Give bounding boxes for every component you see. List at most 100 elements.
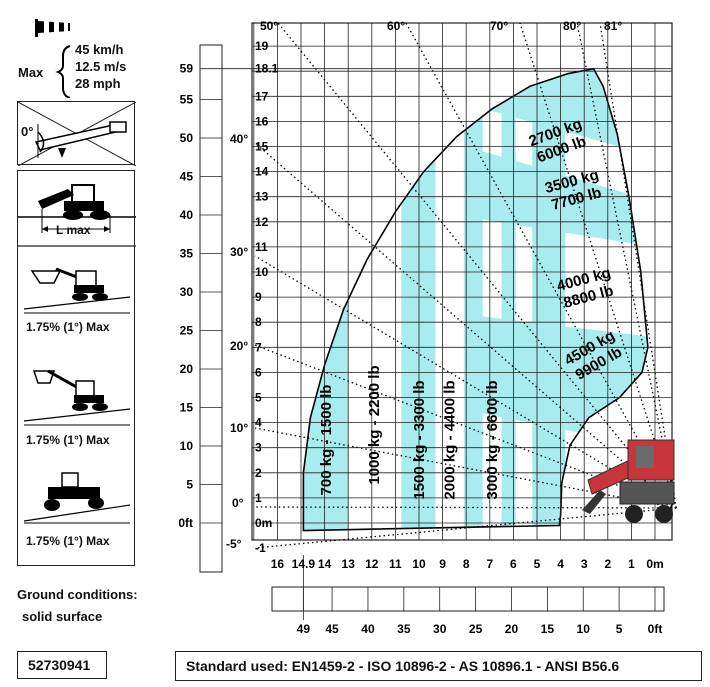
- load-zone-label: 1000 kg - 2200 lb: [366, 365, 383, 484]
- m-reach-label: 7: [486, 557, 493, 571]
- standard-box: Standard used: EN1459-2 - ISO 10896-2 - …: [175, 651, 702, 681]
- m-reach-label: 1: [628, 557, 635, 571]
- upper-zone-band-1: [466, 68, 648, 157]
- angle-label: 20°: [230, 339, 248, 353]
- m-height-label: 4: [255, 416, 262, 430]
- upper-zone-kg: 4500 kg: [562, 327, 618, 369]
- chart-envelope-outline: [302, 67, 649, 532]
- ft-height-label: 20: [180, 362, 194, 376]
- slope-machine-icon-2: [23, 369, 131, 426]
- wind-max-label: Max: [18, 65, 44, 80]
- m-reach-label: 11: [389, 557, 402, 571]
- upper-zone-band-2: [466, 146, 648, 247]
- standard-text: Standard used: EN1459-2 - ISO 10896-2 - …: [186, 658, 620, 674]
- upper-zone-label: 4000 kg8800 lb: [555, 264, 617, 312]
- m-height-label-neg: -1: [255, 541, 266, 555]
- angle-line--5deg: [254, 507, 677, 549]
- load-zone-band-5: [532, 68, 566, 531]
- ft-height-label: 15: [180, 400, 194, 414]
- m-reach-label: 5: [534, 557, 541, 571]
- upper-zone-label: 2700 kg6000 lb: [527, 115, 591, 167]
- machine-diagrams: [18, 184, 136, 524]
- ft-reach-label: 30: [433, 622, 447, 636]
- m-height-label: 9: [255, 290, 262, 304]
- angle-label: -5°: [226, 537, 242, 551]
- zone-bands: [303, 68, 648, 531]
- attachment: [582, 490, 606, 514]
- slope-label-2: 1.75% (1°) Max: [26, 433, 110, 447]
- ft-reach-label: 15: [541, 622, 555, 636]
- slope-machine-icon-3: [23, 472, 131, 524]
- ft-height-label: 45: [180, 169, 194, 183]
- load-zone-band-4: [501, 68, 516, 531]
- angle-line-0deg: [254, 506, 677, 509]
- upper-zone-label: 4500 kg9900 lb: [562, 327, 627, 385]
- document-code-box: 52730941: [17, 651, 107, 679]
- m-height-label: 6: [255, 365, 262, 379]
- load-zone-band-2: [401, 68, 436, 531]
- ft-reach-label: 40: [361, 622, 375, 636]
- angle-line-10deg: [254, 427, 677, 509]
- load-zones: [302, 67, 649, 532]
- m-height-label: 1: [255, 491, 262, 505]
- slope-machine-icon-1: [23, 267, 131, 314]
- wheel-1: [625, 505, 643, 523]
- telehandler-icon: [582, 439, 675, 523]
- load-zone-label: 1500 kg - 3300 lb: [411, 380, 428, 499]
- ft-height-label: 25: [180, 323, 194, 337]
- m-reach-label: 8: [463, 557, 470, 571]
- angle-line-20deg: [254, 344, 677, 509]
- ft-height-label: 10: [180, 439, 194, 453]
- m-height-label: 0m: [255, 516, 272, 530]
- angle-label: 30°: [230, 245, 248, 259]
- m-height-label: 18.1: [255, 62, 279, 76]
- upper-zone-kg: 4000 kg: [555, 264, 613, 295]
- upper-zone-lb: 6000 lb: [535, 133, 589, 166]
- chart-envelope-fill: [303, 68, 648, 531]
- m-reach-label: 12: [365, 557, 379, 571]
- upper-zone-lb: 9900 lb: [572, 344, 625, 384]
- ground-conditions-title: Ground conditions:: [17, 587, 138, 602]
- angle-line-60deg: [405, 22, 677, 509]
- document-code: 52730941: [28, 657, 91, 673]
- ft-reach-label: 49: [297, 622, 311, 636]
- wind-speed-mph: 28 mph: [75, 76, 121, 91]
- m-reach-label: 10: [412, 557, 426, 571]
- grid-border: [251, 22, 673, 541]
- m-height-label: 14: [255, 165, 269, 179]
- cab: [627, 439, 675, 481]
- boom-zero-angle-icon: [18, 102, 136, 166]
- upper-zone-label: 3500 kg7700 lb: [543, 166, 605, 214]
- chassis: [619, 481, 675, 505]
- ft-reach-label: 10: [577, 622, 591, 636]
- boom-angle-label: 0°: [21, 124, 34, 139]
- m-height-label: 15: [255, 140, 269, 154]
- angle-label: 81°: [604, 19, 622, 33]
- m-height-label: 13: [255, 190, 269, 204]
- m-reach-label: 2: [604, 557, 611, 571]
- m-height-label: 16: [255, 114, 269, 128]
- m-height-label: 10: [255, 265, 269, 279]
- lmax-machine-icon: [18, 184, 136, 233]
- angle-label: 80°: [563, 19, 581, 33]
- slope-label-3: 1.75% (1°) Max: [26, 534, 110, 548]
- wind-speed-ms: 12.5 m/s: [75, 59, 127, 74]
- angle-line-30deg: [254, 255, 677, 509]
- ground-conditions-value: solid surface: [22, 609, 103, 624]
- load-zone-label: 3000 kg - 6600 lb: [484, 380, 501, 499]
- m-height-label: 2: [255, 466, 262, 480]
- boom-arm: [587, 454, 647, 495]
- stability-panel: L max 1.75% (1°) Max 1.75% (1°) Max 1.75…: [17, 170, 136, 566]
- load-zone-label: 2000 kg - 4400 lb: [442, 380, 459, 499]
- ft-height-ruler: [199, 44, 223, 573]
- m-height-label: 12: [255, 215, 269, 229]
- ft-reach-label: 5: [616, 622, 623, 636]
- upper-zone-kg: 2700 kg: [527, 115, 585, 150]
- m-reach-label: 0m: [646, 557, 663, 571]
- chart-labels: 0ft510152025303540455055590m123456789101…: [178, 19, 663, 636]
- cab-window: [636, 446, 654, 468]
- m-height-label: 11: [255, 240, 268, 254]
- angle-line-50deg: [277, 22, 677, 509]
- ft-reach-label: 25: [469, 622, 483, 636]
- boom-angle-lines: [254, 22, 677, 549]
